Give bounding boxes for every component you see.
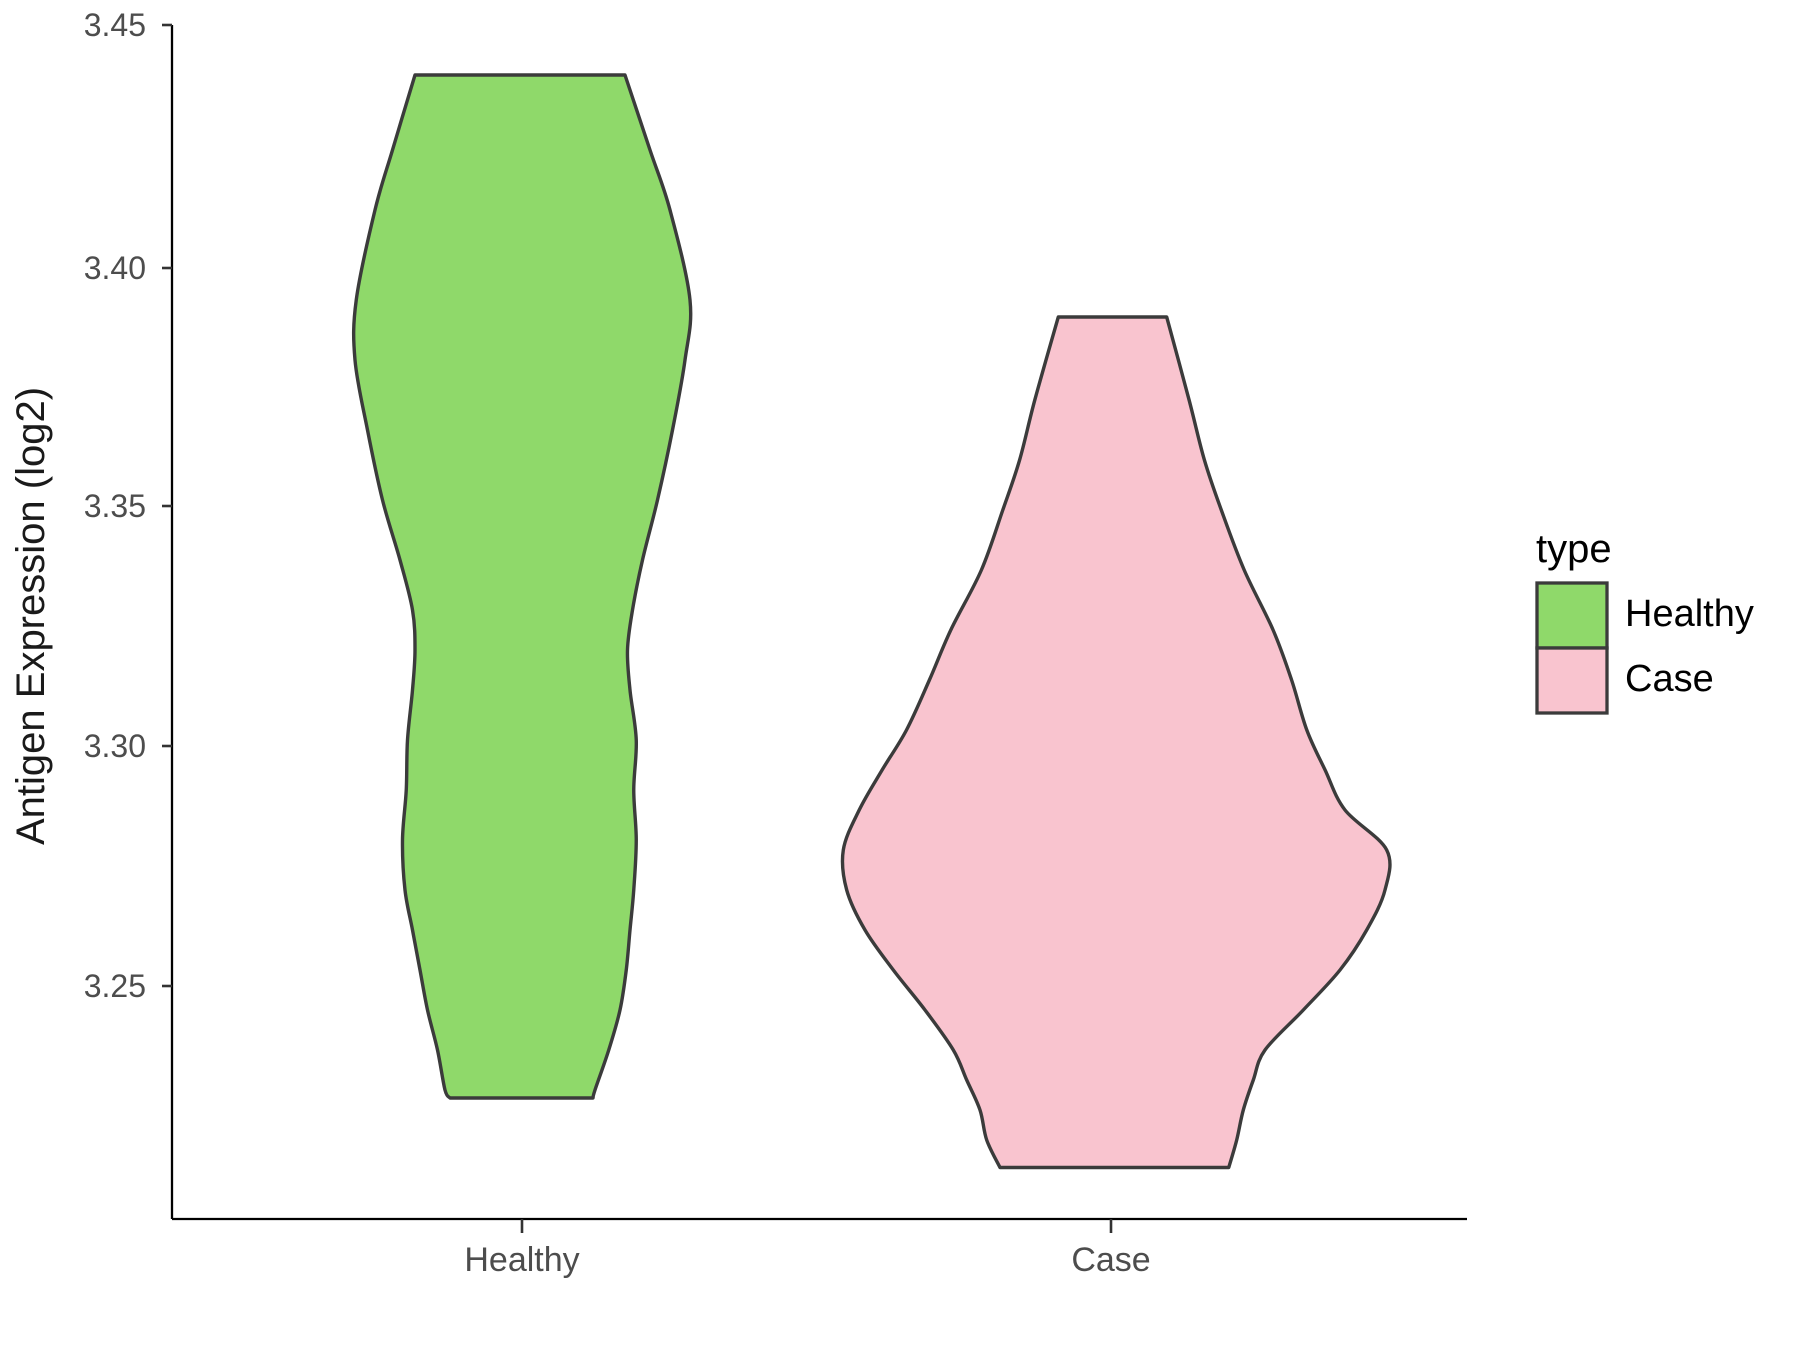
svg-text:Case: Case (1625, 658, 1714, 700)
svg-text:3.40: 3.40 (84, 250, 146, 286)
svg-text:3.35: 3.35 (84, 488, 146, 524)
svg-text:Case: Case (1071, 1241, 1150, 1279)
svg-text:Antigen Expression (log2): Antigen Expression (log2) (9, 387, 53, 845)
svg-text:type: type (1536, 527, 1612, 571)
svg-text:3.25: 3.25 (84, 968, 146, 1004)
svg-text:Healthy: Healthy (1625, 593, 1754, 635)
svg-text:3.45: 3.45 (84, 7, 146, 43)
svg-text:3.30: 3.30 (84, 728, 146, 764)
svg-text:Healthy: Healthy (464, 1241, 579, 1279)
